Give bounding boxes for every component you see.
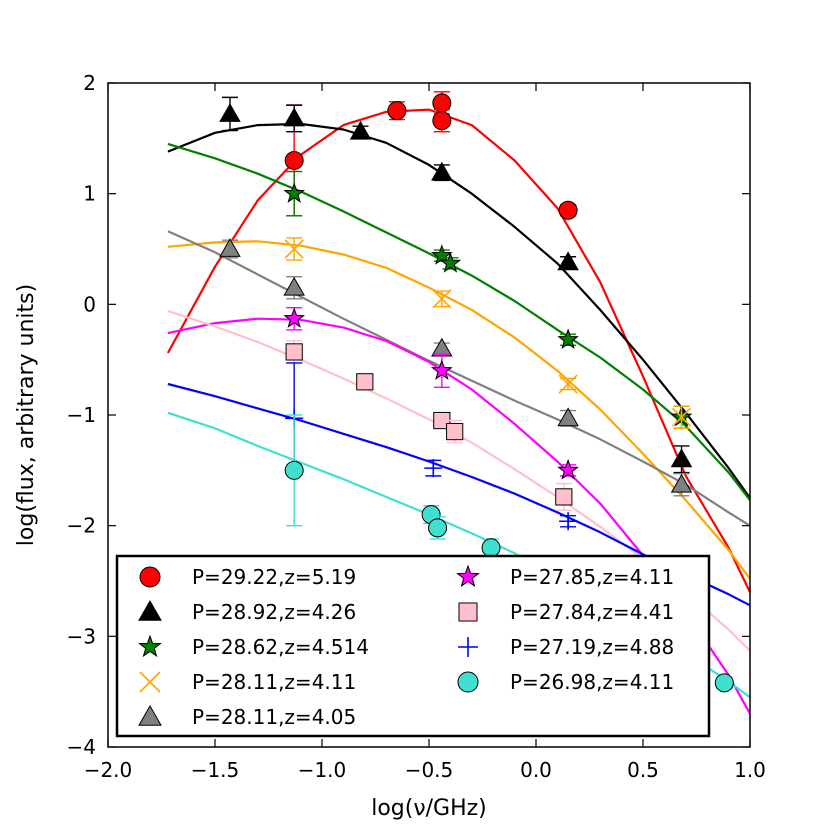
legend-label: P=27.85,z=4.11 <box>510 565 674 589</box>
fit-curves <box>166 108 750 715</box>
y-tick-label: −1 <box>67 403 96 427</box>
legend-marker <box>458 602 478 622</box>
legend-marker <box>456 564 480 588</box>
legend-entry: P=28.62,z=4.514 <box>138 634 369 659</box>
legend-marker <box>138 634 162 658</box>
data-point-series-9 <box>284 460 304 480</box>
data-point-series-2 <box>670 448 693 468</box>
legend-marker <box>458 637 478 657</box>
data-point-series-2 <box>557 251 579 271</box>
data-point-series-1 <box>432 111 452 131</box>
data-point-series-7 <box>356 373 374 391</box>
fit-curve-series-3 <box>167 142 750 501</box>
y-tick-label: −2 <box>67 514 96 538</box>
data-point-series-9 <box>428 518 448 538</box>
data-point-series-9 <box>481 538 501 558</box>
legend-entry: P=28.92,z=4.26 <box>138 599 356 624</box>
data-point-series-7 <box>446 423 464 441</box>
legend: P=29.22,z=5.19 P=28.92,z=4.26 P=28.62,z=4.… <box>115 554 711 738</box>
data-point-series-4 <box>284 239 304 259</box>
data-point-series-5 <box>557 407 579 427</box>
data-point-series-1 <box>284 150 304 170</box>
legend-entry: P=27.84,z=4.41 <box>458 600 674 624</box>
y-tick-label: −4 <box>67 735 96 759</box>
data-point-series-2 <box>283 107 305 127</box>
data-point-series-4 <box>671 407 692 427</box>
legend-label: P=27.19,z=4.88 <box>510 635 674 659</box>
data-point-series-3 <box>283 182 306 203</box>
data-point-series-7 <box>285 343 303 361</box>
y-axis-title: log(flux, arbitrary units) <box>14 284 39 546</box>
legend-marker <box>139 566 161 588</box>
data-point-series-6 <box>557 458 579 480</box>
legend-label: P=29.22,z=5.19 <box>192 565 356 589</box>
data-point-series-6 <box>430 359 453 380</box>
data-point-series-6 <box>283 307 305 328</box>
data-point-series-2 <box>349 120 372 140</box>
data-points <box>219 91 734 693</box>
data-point-series-3 <box>430 244 453 265</box>
legend-entry: P=27.19,z=4.88 <box>458 635 674 659</box>
data-point-series-9 <box>714 673 734 693</box>
y-tick-label: 1 <box>83 182 96 206</box>
legend-entry: P=28.11,z=4.05 <box>138 704 356 729</box>
y-tick-label: 0 <box>83 292 96 316</box>
data-point-series-5 <box>670 473 693 493</box>
data-point-series-2 <box>219 103 241 122</box>
x-tick-label: 0.5 <box>627 758 659 782</box>
legend-marker <box>457 671 479 693</box>
x-tick-label: −1.5 <box>191 758 240 782</box>
legend-label: P=26.98,z=4.11 <box>510 670 674 694</box>
data-point-series-8 <box>559 512 578 531</box>
x-tick-label: −2.0 <box>84 758 133 782</box>
legend-entry: P=27.85,z=4.11 <box>456 564 674 589</box>
x-tick-label: −1.0 <box>298 758 347 782</box>
legend-label: P=28.11,z=4.05 <box>192 705 356 729</box>
data-point-series-5 <box>219 238 241 257</box>
data-point-series-2 <box>431 161 453 181</box>
tick-labels: −2.0 −1.5 −1.0 −0.5 0.0 0.5 1.0 −4 −3 −2 −1 0 1 2 <box>67 71 766 782</box>
x-tick-label: 1.0 <box>734 758 766 782</box>
x-tick-label: −0.5 <box>405 758 454 782</box>
data-point-series-4 <box>558 374 578 394</box>
legend-marker <box>138 599 162 621</box>
legend-label: P=28.92,z=4.26 <box>192 600 356 624</box>
legend-label: P=28.11,z=4.11 <box>192 670 356 694</box>
x-axis-title: log(ν/GHz) <box>371 796 487 821</box>
data-point-series-1 <box>387 101 407 121</box>
legend-marker <box>139 671 161 693</box>
x-tick-label: 0.0 <box>520 758 552 782</box>
data-point-series-3 <box>557 328 579 349</box>
legend-entry: P=29.22,z=5.19 <box>139 565 356 589</box>
data-point-series-5 <box>283 276 305 296</box>
legend-label: P=27.84,z=4.41 <box>510 600 674 624</box>
legend-label: P=28.62,z=4.514 <box>192 635 369 659</box>
legend-marker <box>138 704 162 726</box>
data-point-series-3 <box>439 252 462 273</box>
y-tick-label: −3 <box>67 624 96 648</box>
data-point-series-5 <box>431 337 453 357</box>
legend-entry: P=28.11,z=4.11 <box>139 670 356 694</box>
fit-curve-series-5 <box>167 230 750 527</box>
data-point-series-4 <box>432 289 452 309</box>
fit-curve-series-4 <box>167 240 750 580</box>
y-tick-label: 2 <box>83 71 96 95</box>
data-point-series-7 <box>555 488 573 506</box>
legend-box <box>115 554 711 738</box>
axis-ticks <box>107 82 751 748</box>
data-point-series-1 <box>558 200 578 220</box>
fit-curve-series-2 <box>167 122 750 499</box>
data-point-series-8 <box>424 459 443 478</box>
legend-entry: P=26.98,z=4.11 <box>457 670 674 694</box>
fit-curve-series-1 <box>166 108 750 593</box>
